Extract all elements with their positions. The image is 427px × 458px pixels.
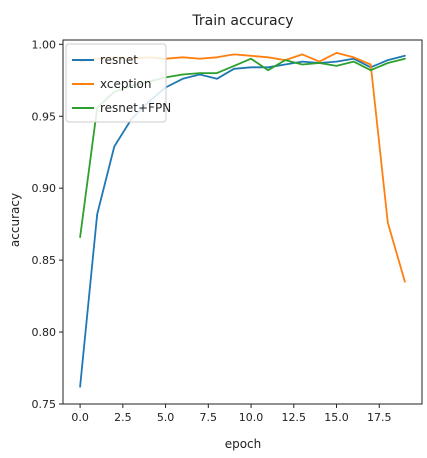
y-tick-label: 0.80 xyxy=(32,326,57,339)
legend-label-xception: xception xyxy=(100,77,151,91)
x-tick-label: 2.5 xyxy=(114,411,132,424)
y-tick-label: 1.00 xyxy=(32,38,57,51)
chart-title: Train accuracy xyxy=(191,13,293,29)
y-tick-label: 0.90 xyxy=(32,182,57,195)
x-tick-label: 12.5 xyxy=(282,411,307,424)
x-tick-label: 5.0 xyxy=(157,411,175,424)
y-axis-label: accuracy xyxy=(8,193,22,247)
plot-frame xyxy=(62,39,423,405)
legend-label-resnet: resnet xyxy=(100,53,138,67)
x-tick-label: 7.5 xyxy=(200,411,218,424)
axis-ticks: 0.75 0.80 0.85 0.90 0.95 1.00 0.0 2.5 5.0 7.5 10.0… xyxy=(32,38,392,424)
x-tick-label: 15.0 xyxy=(324,411,349,424)
y-tick-label: 0.95 xyxy=(32,110,57,123)
x-tick-label: 10.0 xyxy=(239,411,264,424)
legend: resnet xception resnet+FPN xyxy=(65,43,171,123)
legend-box xyxy=(65,43,167,123)
y-tick-label: 0.85 xyxy=(32,254,57,267)
y-tick-label: 0.75 xyxy=(32,398,57,411)
x-tick-label: 17.5 xyxy=(367,411,392,424)
legend-label-resnet-fpn: resnet+FPN xyxy=(100,101,171,115)
x-tick-label: 0.0 xyxy=(71,411,89,424)
x-axis-label: epoch xyxy=(225,437,262,451)
